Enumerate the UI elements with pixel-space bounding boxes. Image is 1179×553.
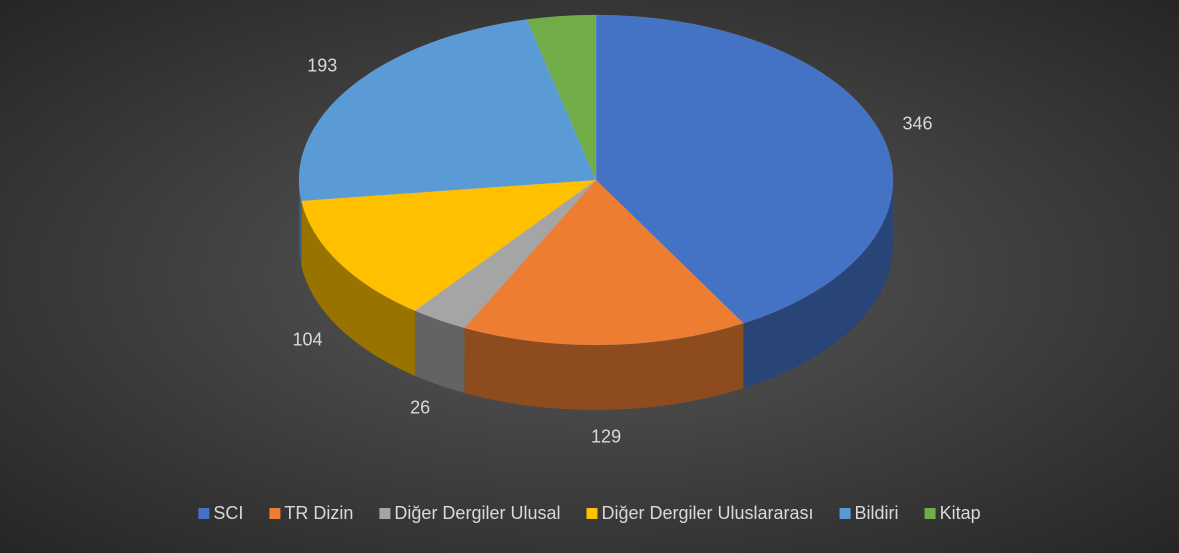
slice [464, 179, 744, 346]
legend-swatch [269, 508, 281, 519]
slice-side [301, 200, 415, 376]
slice-side [414, 310, 465, 393]
legend-label: SCI [213, 503, 243, 523]
legend-swatch [379, 508, 391, 519]
data-label: 26 [410, 397, 430, 417]
legend-swatch [198, 508, 210, 519]
data-label: 193 [307, 56, 337, 76]
data-label: 346 [902, 113, 932, 133]
slice [301, 179, 597, 312]
legend-swatch [924, 508, 936, 519]
data-label: 104 [292, 330, 322, 350]
legend-swatch [586, 508, 598, 519]
legend-label: TR Dizin [284, 503, 353, 523]
slice-side [743, 180, 893, 389]
slice [526, 14, 597, 181]
slice-side [464, 323, 744, 410]
legend-swatch [839, 508, 851, 519]
legend-label: Bildiri [855, 503, 899, 523]
slice [298, 19, 597, 202]
legend-label: Kitap [940, 503, 981, 523]
slice-side [299, 180, 302, 266]
legend-label: Diğer Dergiler Ulusal [394, 503, 560, 523]
slice [595, 14, 894, 324]
legend-label: Diğer Dergiler Uluslararası [601, 503, 813, 523]
data-label: 129 [591, 426, 621, 446]
slice [414, 179, 597, 329]
